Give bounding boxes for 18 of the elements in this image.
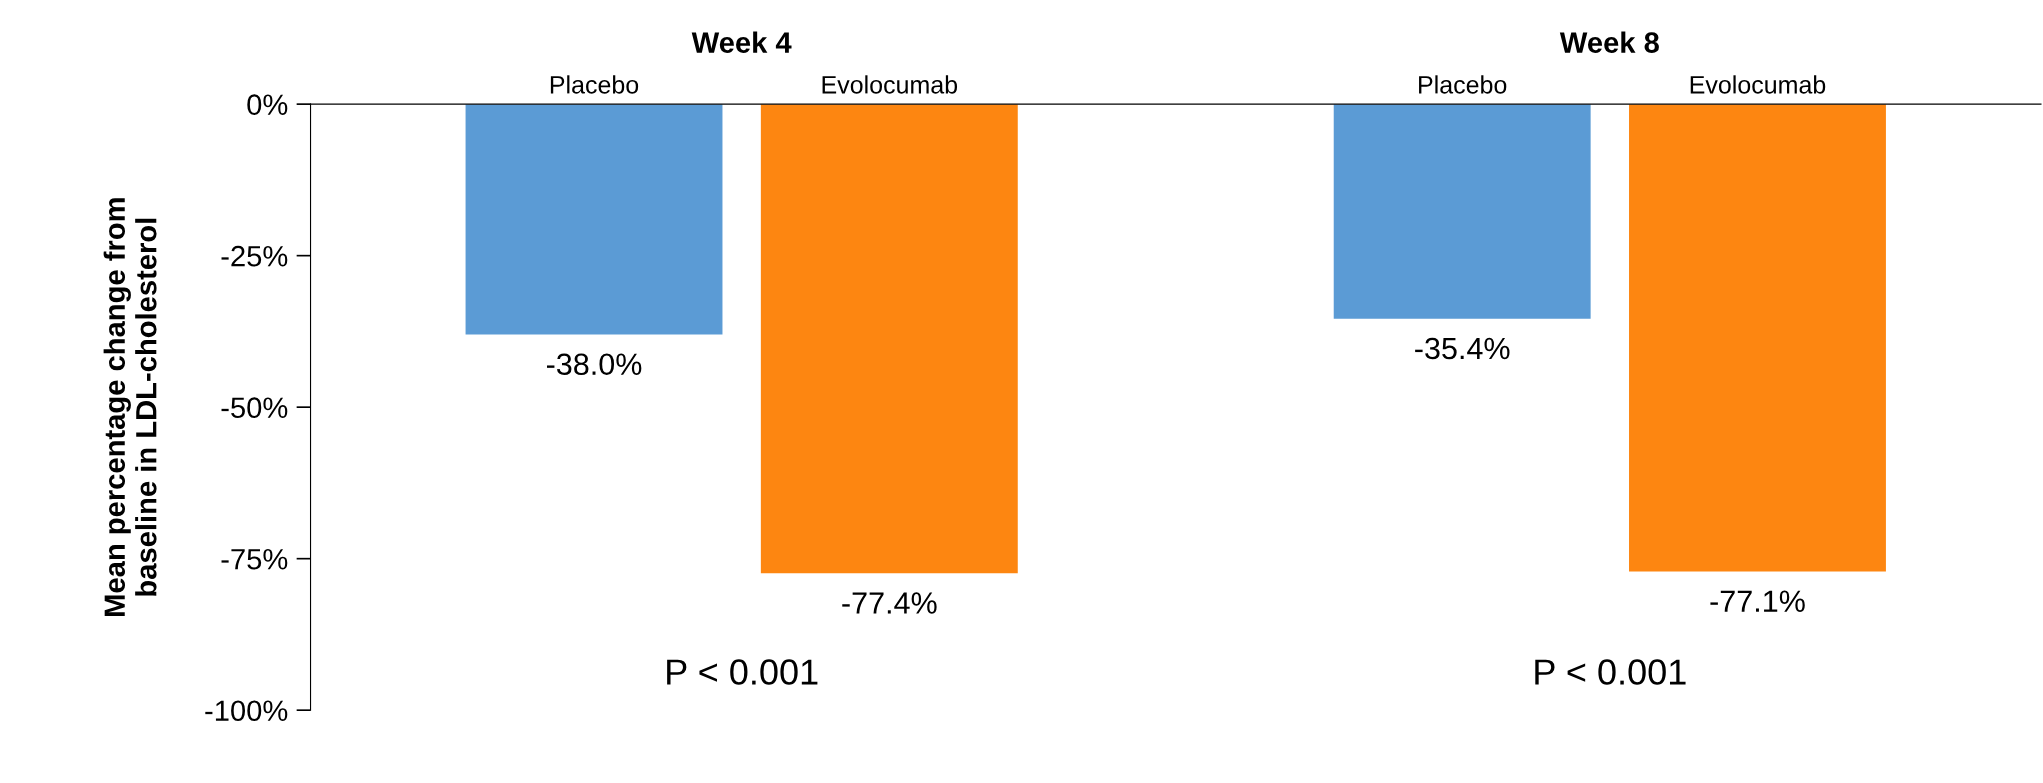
data-label: -77.1% (1710, 590, 1805, 612)
x-tick-label: Evolocumab (822, 75, 958, 94)
data-label: -77.4% (842, 592, 937, 614)
annotation: P < 0.001 (667, 659, 818, 685)
y-tick-label: -75% (221, 549, 288, 570)
y-tick-label: -50% (221, 397, 288, 419)
y-axis-title: Mean percentage change from baseline in LDL-cholesterol (103, 198, 157, 616)
y-tick-label: -25% (221, 245, 288, 267)
x-tick-label: Placebo (550, 75, 639, 94)
text: Week 4 (691, 31, 792, 53)
y-tick-label: -100% (205, 700, 288, 722)
data-label: -38.0% (546, 353, 642, 376)
annotation: P < 0.001 (1535, 659, 1686, 685)
text: Week 8 (1559, 31, 1659, 53)
data-label: -35.4% (1415, 337, 1510, 360)
x-tick-label: Placebo (1419, 75, 1507, 94)
y-tick-label: 0% (247, 94, 288, 115)
x-tick-label: Evolocumab (1690, 75, 1826, 94)
